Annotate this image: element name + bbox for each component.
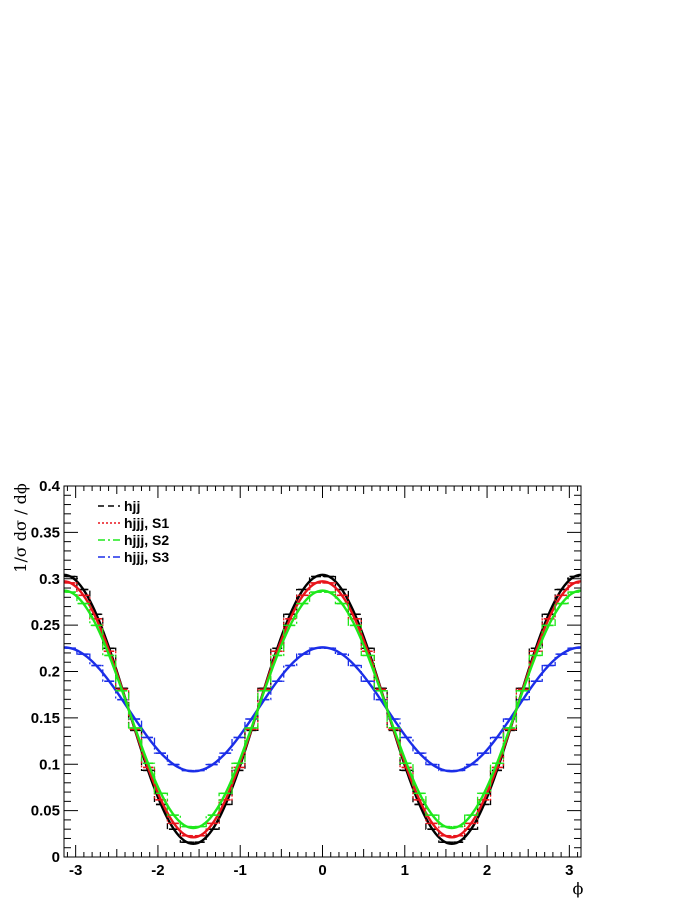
y-tick-label: 0.4 [39, 478, 61, 495]
x-tick-label: -1 [234, 862, 247, 879]
y-tick-label: 0 [52, 849, 60, 866]
y-tick-label: 0.15 [31, 710, 60, 727]
y-axis-label: 1/σ dσ / dϕ [11, 483, 30, 573]
histogram-1 [64, 582, 581, 837]
x-tick-label: -3 [69, 862, 82, 879]
legend-label-2: hjjj, S2 [124, 532, 169, 548]
histogram-2 [64, 591, 581, 828]
x-tick-label: 2 [483, 862, 491, 879]
y-tick-label: 0.1 [39, 756, 60, 773]
y-tick-label: 0.05 [31, 803, 60, 820]
axis-ticks [64, 485, 581, 858]
x-tick-label: 1 [401, 862, 409, 879]
series-0 [64, 573, 581, 846]
y-tick-label: 0.35 [31, 524, 60, 541]
plot-area [64, 573, 581, 846]
fit-curve-2 [64, 589, 581, 830]
y-tick-label: 0.2 [39, 664, 60, 681]
legend-label-3: hjjj, S3 [124, 549, 169, 565]
series-3 [64, 646, 581, 773]
series-1 [64, 580, 581, 839]
legend-label-1: hjjj, S1 [124, 515, 169, 531]
axis-labels: -3 -2 -1 0 1 2 3 0 0.05 0.1 0.15 0.2 0.25 0.3 0.35 0.4 [31, 478, 574, 879]
fit-curve-3 [64, 646, 581, 773]
x-axis-label: ϕ [573, 879, 584, 898]
x-tick-label: 0 [318, 862, 326, 879]
y-tick-label: 0.3 [39, 571, 60, 588]
series-2 [64, 589, 581, 830]
fit-curve-0 [64, 573, 581, 846]
fit-curve-1 [64, 580, 581, 839]
histogram-0 [64, 575, 581, 843]
y-tick-label: 0.25 [31, 617, 60, 634]
legend-label-0: hjj [124, 498, 140, 514]
x-tick-label: 3 [565, 862, 573, 879]
x-tick-label: -2 [151, 862, 164, 879]
